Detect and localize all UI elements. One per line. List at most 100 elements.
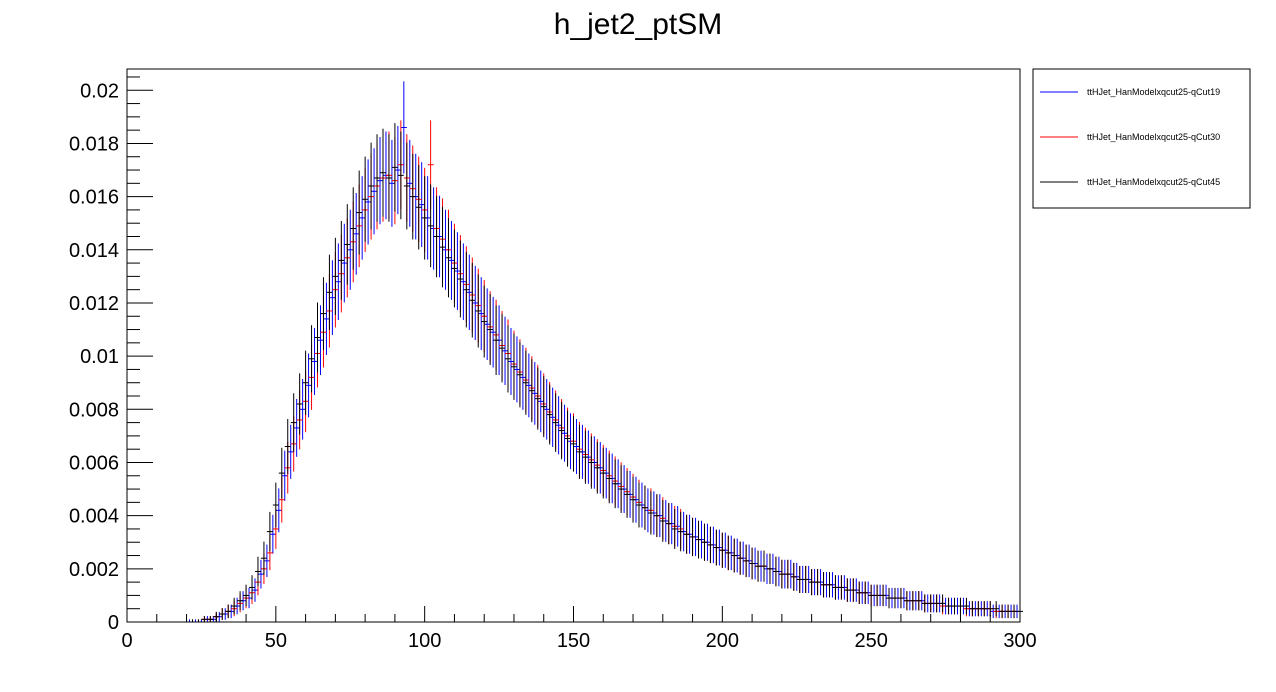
data-point xyxy=(552,393,559,452)
data-point xyxy=(374,134,381,222)
data-point xyxy=(915,591,922,611)
data-point xyxy=(311,327,318,395)
data-point xyxy=(778,559,785,589)
data-point xyxy=(993,601,1000,617)
series-3 xyxy=(183,123,1023,623)
x-tick-label: 200 xyxy=(706,630,739,652)
data-point xyxy=(999,604,1006,619)
data-point xyxy=(505,325,511,393)
x-tick-label: 150 xyxy=(557,630,590,652)
data-point xyxy=(683,514,690,554)
data-point xyxy=(356,170,363,255)
data-point xyxy=(555,396,562,455)
data-point xyxy=(510,333,517,400)
legend-entries: ttHJet_HanModelxqcut25-qCut19 ttHJet_HanM… xyxy=(1040,87,1220,187)
data-point xyxy=(243,584,250,607)
data-point xyxy=(415,164,422,250)
data-point xyxy=(406,139,413,227)
data-point xyxy=(499,313,506,383)
data-point xyxy=(287,424,294,479)
legend-label: ttHJet_HanModelxqcut25-qCut45 xyxy=(1087,177,1220,187)
data-point xyxy=(802,565,809,593)
x-tick-label: 300 xyxy=(1003,630,1036,652)
data-point xyxy=(281,450,288,501)
data-point xyxy=(826,572,833,598)
data-point xyxy=(537,370,544,433)
plot-frame xyxy=(126,68,1021,623)
data-point xyxy=(466,254,473,331)
data-point xyxy=(397,131,404,220)
data-point xyxy=(1011,604,1018,619)
data-point xyxy=(534,367,541,430)
legend: ttHJet_HanModelxqcut25-qCut19 ttHJet_HanM… xyxy=(1032,68,1251,209)
data-point xyxy=(731,538,738,573)
data-point xyxy=(463,251,470,328)
data-point xyxy=(543,379,550,440)
data-point xyxy=(862,581,869,604)
data-point xyxy=(808,569,815,596)
x-tick-label: 50 xyxy=(265,630,287,652)
data-point xyxy=(293,399,300,457)
data-point xyxy=(921,594,928,613)
chart-title: h_jet2_ptSM xyxy=(554,8,722,41)
data-point xyxy=(249,575,255,600)
data-point xyxy=(951,597,958,615)
data-point xyxy=(421,176,428,260)
y-tick-label: 0.002 xyxy=(69,559,119,581)
data-point xyxy=(701,523,708,561)
data-point xyxy=(400,81,407,174)
data-point xyxy=(618,465,625,513)
data-point xyxy=(207,615,214,622)
data-point xyxy=(766,553,773,584)
data-point xyxy=(302,350,309,415)
data-point xyxy=(231,597,238,615)
legend-label: ttHJet_HanModelxqcut25-qCut19 xyxy=(1087,87,1220,97)
data-point xyxy=(502,316,509,385)
data-point xyxy=(454,232,461,310)
data-point xyxy=(362,156,369,242)
y-tick-label: 0.012 xyxy=(69,293,119,315)
data-point xyxy=(981,601,988,617)
legend-entry: ttHJet_HanModelxqcut25-qCut19 xyxy=(1040,87,1220,97)
data-point xyxy=(388,139,395,227)
data-point xyxy=(219,608,226,620)
data-point xyxy=(749,547,756,580)
data-point xyxy=(897,587,904,609)
data-point xyxy=(927,594,934,613)
y-tick-label: 0.006 xyxy=(69,452,119,474)
data-point xyxy=(472,265,479,341)
data-point xyxy=(275,488,282,533)
data-point xyxy=(418,162,425,247)
data-point xyxy=(892,587,898,609)
data-point xyxy=(272,482,279,528)
data-point xyxy=(528,359,535,423)
series-2 xyxy=(189,120,1018,623)
data-point xyxy=(677,511,684,552)
y-tick-label: 0.016 xyxy=(69,187,119,209)
data-point xyxy=(201,615,208,622)
data-point xyxy=(225,604,232,619)
data-point xyxy=(796,565,803,593)
data-point xyxy=(266,511,273,552)
data-point xyxy=(391,123,398,212)
data-point xyxy=(475,274,482,348)
data-point xyxy=(308,325,315,393)
data-point xyxy=(594,442,601,494)
data-point xyxy=(737,541,744,575)
data-point xyxy=(600,447,607,499)
data-point xyxy=(713,529,720,566)
y-tick-label: 0.02 xyxy=(80,80,119,102)
x-tick-label: 0 xyxy=(121,630,132,652)
data-point xyxy=(570,416,577,472)
x-tick-label: 250 xyxy=(854,630,887,652)
data-point xyxy=(448,220,455,300)
data-point xyxy=(394,125,401,215)
data-point xyxy=(451,229,458,308)
data-point xyxy=(850,578,857,602)
data-point xyxy=(531,361,538,425)
data-point xyxy=(290,393,297,452)
data-point xyxy=(260,541,267,575)
data-point xyxy=(299,379,306,440)
data-point xyxy=(549,387,556,447)
data-point xyxy=(576,424,583,479)
